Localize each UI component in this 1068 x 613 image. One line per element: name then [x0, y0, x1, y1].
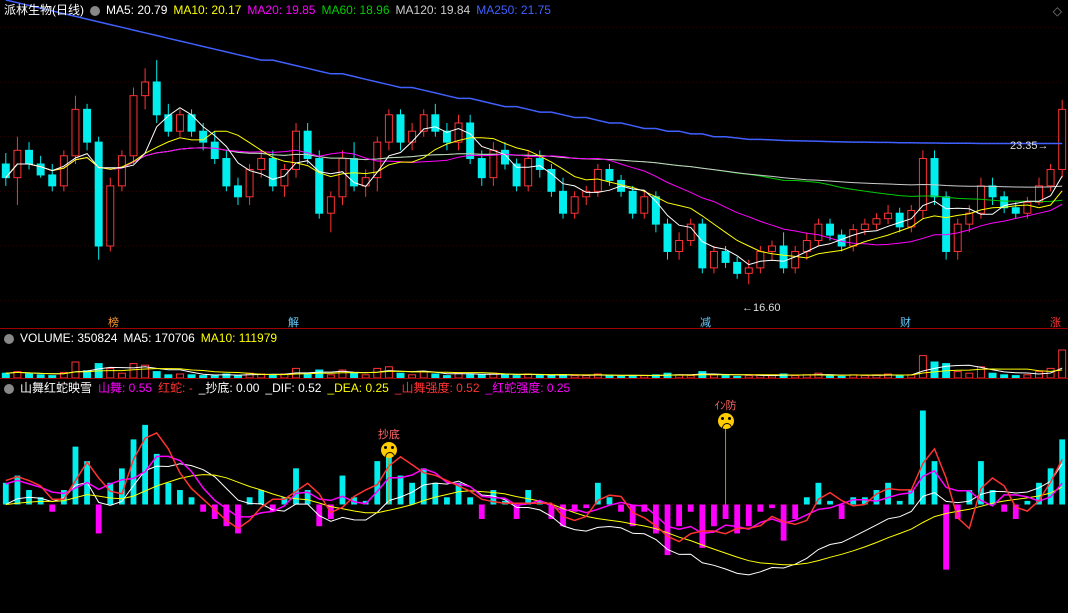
header-label: _DEA: 0.25 — [327, 381, 388, 395]
volume-panel[interactable]: VOLUME: 350824 MA5: 170706 MA10: 111979 — [0, 328, 1068, 378]
event-marker: 财 — [900, 314, 911, 330]
panel-header: 派林生物(日线) MA5: 20.79 MA10: 20.17 MA20: 19.85… — [4, 2, 557, 18]
event-marker: 榜 — [108, 314, 119, 330]
header-label: _红蛇强度: 0.25 — [486, 381, 571, 395]
header-label: MA120: 19.84 — [396, 3, 471, 17]
header-label: MA250: 21.75 — [476, 3, 551, 17]
header-label: MA5: 170706 — [123, 331, 194, 345]
price-panel[interactable]: 派林生物(日线) MA5: 20.79 MA10: 20.17 MA20: 19.85… — [0, 0, 1068, 328]
info-icon — [4, 334, 14, 344]
sad-face-icon — [718, 413, 734, 429]
sad-face-icon — [381, 442, 397, 458]
header-label: MA10: 20.17 — [173, 3, 241, 17]
header-label: MA60: 18.96 — [321, 3, 389, 17]
event-marker: 涨 — [1050, 314, 1061, 330]
header-label: MA10: 111979 — [201, 331, 277, 345]
event-marker: 减 — [700, 314, 711, 330]
header-label: VOLUME: 350824 — [20, 331, 117, 345]
header-label: 派林生物(日线) — [4, 3, 84, 17]
header-label: MA20: 19.85 — [247, 3, 315, 17]
event-marker: 解 — [288, 314, 299, 330]
indicator-marker: ｲﾝ防 — [706, 397, 746, 429]
price-annotation: 23.35→ — [1010, 140, 1049, 152]
indicator-panel[interactable]: 山舞红蛇映雪山舞: 0.55 红蛇: - _抄底: 0.00 _DIF: 0.52 _D… — [0, 378, 1068, 613]
panel-header: VOLUME: 350824 MA5: 170706 MA10: 111979 — [4, 330, 283, 346]
header-label: _抄底: 0.00 — [199, 381, 260, 395]
header-label: 山舞: 0.55 — [98, 381, 152, 395]
panel-header: 山舞红蛇映雪山舞: 0.55 红蛇: - _抄底: 0.00 _DIF: 0.52 _D… — [4, 380, 576, 396]
header-label: 山舞红蛇映雪 — [20, 381, 92, 395]
header-label: MA5: 20.79 — [106, 3, 167, 17]
indicator-marker: 抄底 — [369, 426, 409, 458]
settings-icon[interactable]: ◇ — [1053, 4, 1062, 18]
price-annotation: ←16.60 — [742, 302, 781, 314]
info-icon — [4, 384, 14, 394]
info-icon — [90, 6, 100, 16]
header-label: _DIF: 0.52 — [265, 381, 321, 395]
header-label: 红蛇: - — [158, 381, 193, 395]
header-label: _山舞强度: 0.52 — [395, 381, 480, 395]
